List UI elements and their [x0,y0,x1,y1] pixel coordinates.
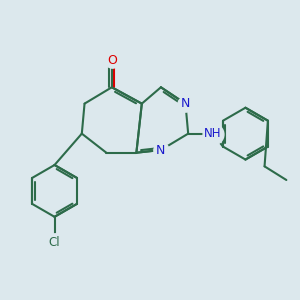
Text: Cl: Cl [49,236,60,249]
Text: O: O [107,53,117,67]
Text: N: N [156,143,166,157]
Text: N: N [181,97,190,110]
Text: NH: NH [204,127,221,140]
